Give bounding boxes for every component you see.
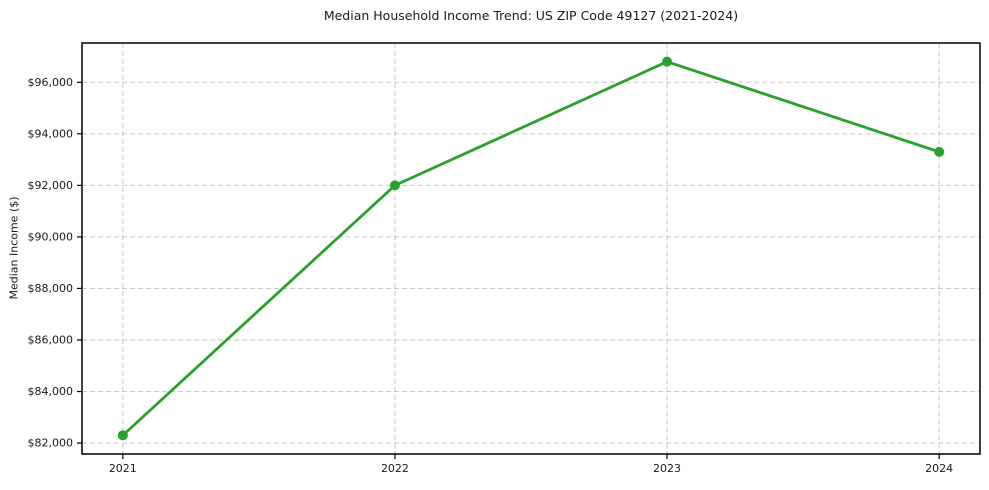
data-point-2023 — [662, 56, 673, 67]
y-tick-label: $88,000 — [28, 282, 74, 295]
y-tick-label: $86,000 — [28, 334, 74, 347]
y-tick-label: $84,000 — [28, 385, 74, 398]
x-tick-label: 2024 — [925, 462, 953, 475]
data-point-2024 — [934, 146, 945, 157]
y-tick-label: $90,000 — [28, 231, 74, 244]
data-point-2022 — [389, 180, 400, 191]
chart-title: Median Household Income Trend: US ZIP Co… — [323, 8, 739, 23]
x-tick-label: 2021 — [109, 462, 137, 475]
y-tick-label: $82,000 — [28, 437, 74, 450]
y-tick-label: $94,000 — [28, 127, 74, 140]
y-tick-label: $96,000 — [28, 76, 74, 89]
x-tick-label: 2022 — [381, 462, 409, 475]
plot-border — [81, 42, 981, 455]
income-trend-line — [121, 60, 941, 437]
x-tick-label: 2023 — [653, 462, 681, 475]
data-point-2021 — [117, 430, 128, 441]
y-tick-label: $92,000 — [28, 179, 74, 192]
